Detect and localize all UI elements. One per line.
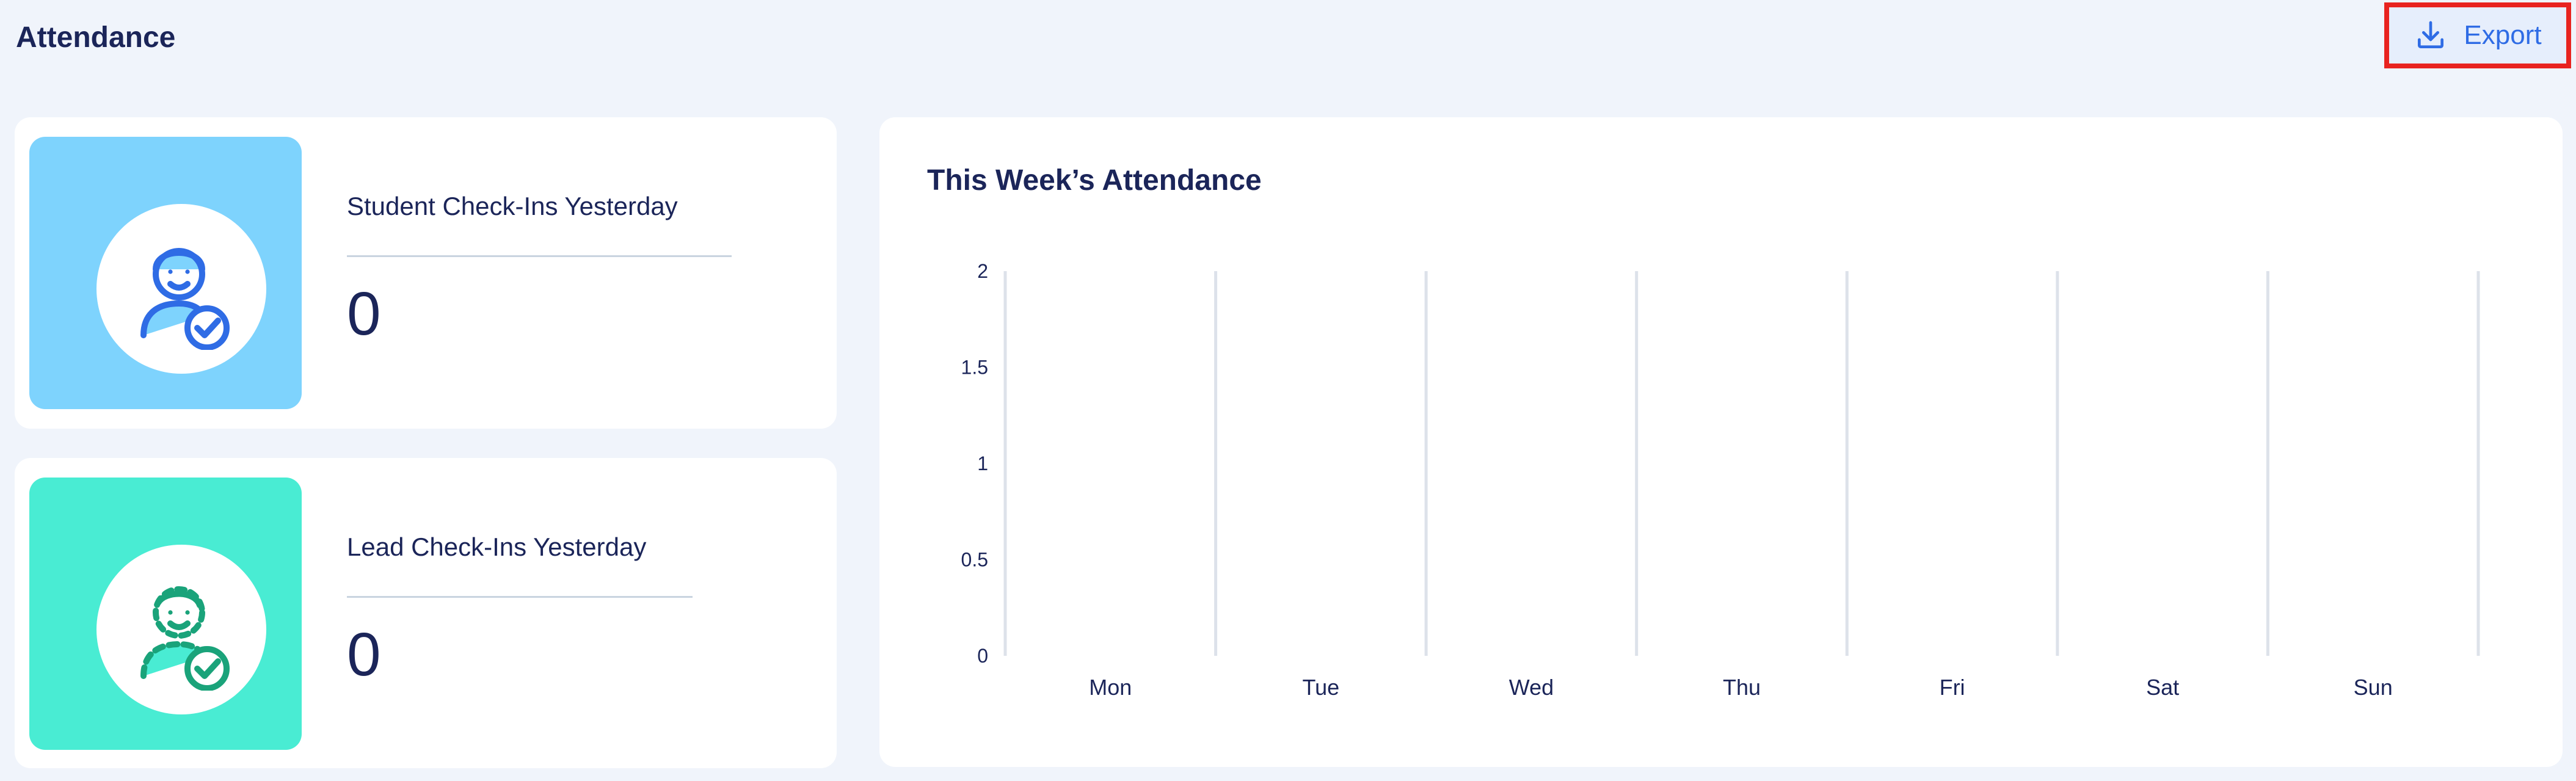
page-title: Attendance bbox=[16, 21, 176, 54]
divider bbox=[347, 255, 732, 257]
y-tick-label: 1.5 bbox=[961, 357, 988, 379]
export-button-label: Export bbox=[2464, 20, 2542, 50]
x-tick-label: Tue bbox=[1303, 675, 1340, 700]
y-tick-label: 0 bbox=[977, 645, 988, 667]
x-tick-label: Mon bbox=[1089, 675, 1132, 700]
student-check-icon bbox=[96, 204, 266, 374]
divider bbox=[347, 596, 693, 598]
student-icon-tile bbox=[29, 137, 302, 409]
y-tick-label: 1 bbox=[977, 452, 988, 474]
x-tick-label: Sat bbox=[2146, 675, 2179, 700]
chart-title: This Week’s Attendance bbox=[927, 164, 1262, 197]
x-tick-label: Fri bbox=[1940, 675, 1965, 700]
x-tick-label: Thu bbox=[1723, 675, 1761, 700]
x-tick-label: Sun bbox=[2354, 675, 2393, 700]
export-button[interactable]: Export bbox=[2384, 2, 2571, 68]
y-tick-label: 0.5 bbox=[961, 549, 988, 571]
weekly-attendance-chart-card: This Week’s Attendance 0 0.5 1 1.5 2 Mon Tue We… bbox=[879, 117, 2563, 767]
lead-checkins-card: Lead Check-Ins Yesterday 0 bbox=[15, 458, 837, 768]
download-icon bbox=[2414, 18, 2448, 53]
student-checkins-card: Student Check-Ins Yesterday 0 bbox=[15, 117, 837, 429]
lead-icon-tile bbox=[29, 478, 302, 750]
attendance-chart: 0 0.5 1 1.5 2 Mon Tue Wed Thu Fri Sat Sun bbox=[961, 260, 2480, 700]
y-tick-label: 2 bbox=[977, 260, 988, 282]
lead-checkins-label: Lead Check-Ins Yesterday bbox=[347, 532, 647, 561]
student-checkins-label: Student Check-Ins Yesterday bbox=[347, 192, 678, 220]
lead-check-icon bbox=[96, 545, 266, 714]
student-checkins-value: 0 bbox=[347, 280, 381, 348]
lead-checkins-value: 0 bbox=[347, 620, 381, 689]
x-tick-label: Wed bbox=[1509, 675, 1554, 700]
